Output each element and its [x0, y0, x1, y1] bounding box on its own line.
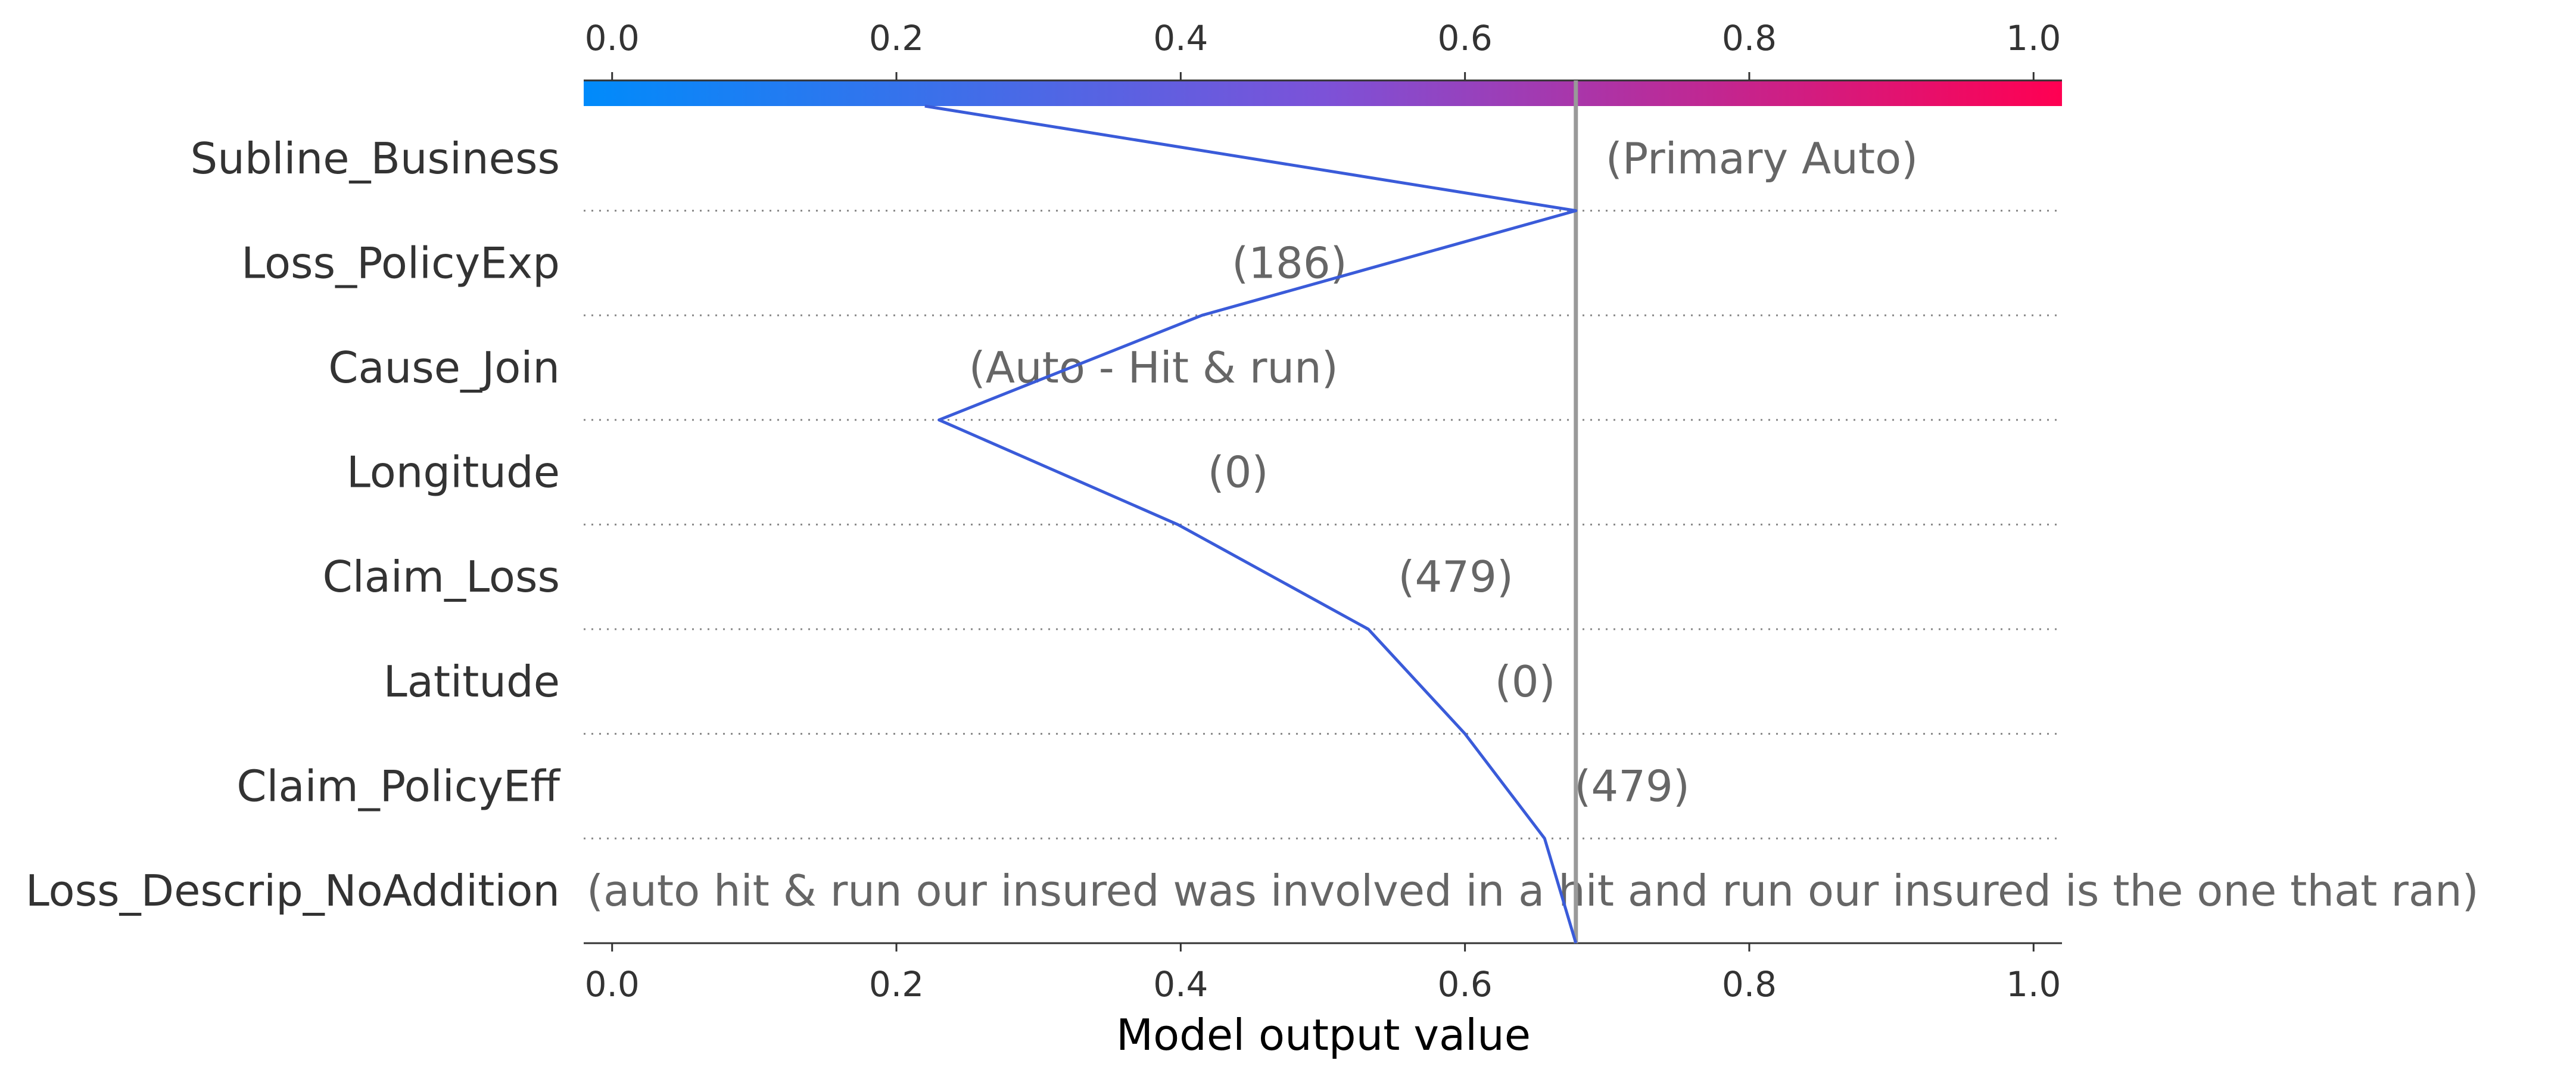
- colorbar: [584, 80, 2062, 106]
- bottom-tick-label: 0.0: [585, 964, 640, 1005]
- feature-label: Subline_Business: [191, 133, 560, 184]
- bottom-tick-label: 0.8: [1722, 964, 1777, 1005]
- feature-label: Claim_PolicyEff: [236, 761, 560, 811]
- top-tick-label: 0.2: [869, 18, 924, 58]
- feature-value-label: (479): [1398, 552, 1513, 602]
- top-tick-label: 0.8: [1722, 18, 1777, 58]
- bottom-tick-label: 0.6: [1438, 964, 1493, 1005]
- feature-value-label: (auto hit & run our insured was involved…: [587, 866, 2479, 916]
- top-tick-label: 0.4: [1153, 18, 1208, 58]
- top-tick-label: 0.6: [1438, 18, 1493, 58]
- bottom-tick-label: 0.2: [869, 964, 924, 1005]
- bottom-tick-label: 1.0: [2006, 964, 2061, 1005]
- feature-value-label: (0): [1208, 447, 1269, 498]
- top-tick-label: 0.0: [585, 18, 640, 58]
- feature-label: Loss_PolicyExp: [241, 238, 560, 288]
- bottom-tick-label: 0.4: [1153, 964, 1208, 1005]
- top-tick-label: 1.0: [2006, 18, 2061, 58]
- feature-value-label: (479): [1574, 761, 1690, 811]
- feature-label: Claim_Loss: [323, 552, 560, 602]
- feature-label: Longitude: [347, 447, 560, 498]
- x-axis-title: Model output value: [1116, 1010, 1531, 1060]
- feature-label: Loss_Descrip_NoAddition: [26, 866, 560, 916]
- feature-label: Cause_Join: [328, 343, 560, 393]
- feature-value-label: (Primary Auto): [1606, 133, 1918, 184]
- feature-label: Latitude: [384, 657, 560, 707]
- feature-value-label: (0): [1495, 657, 1556, 707]
